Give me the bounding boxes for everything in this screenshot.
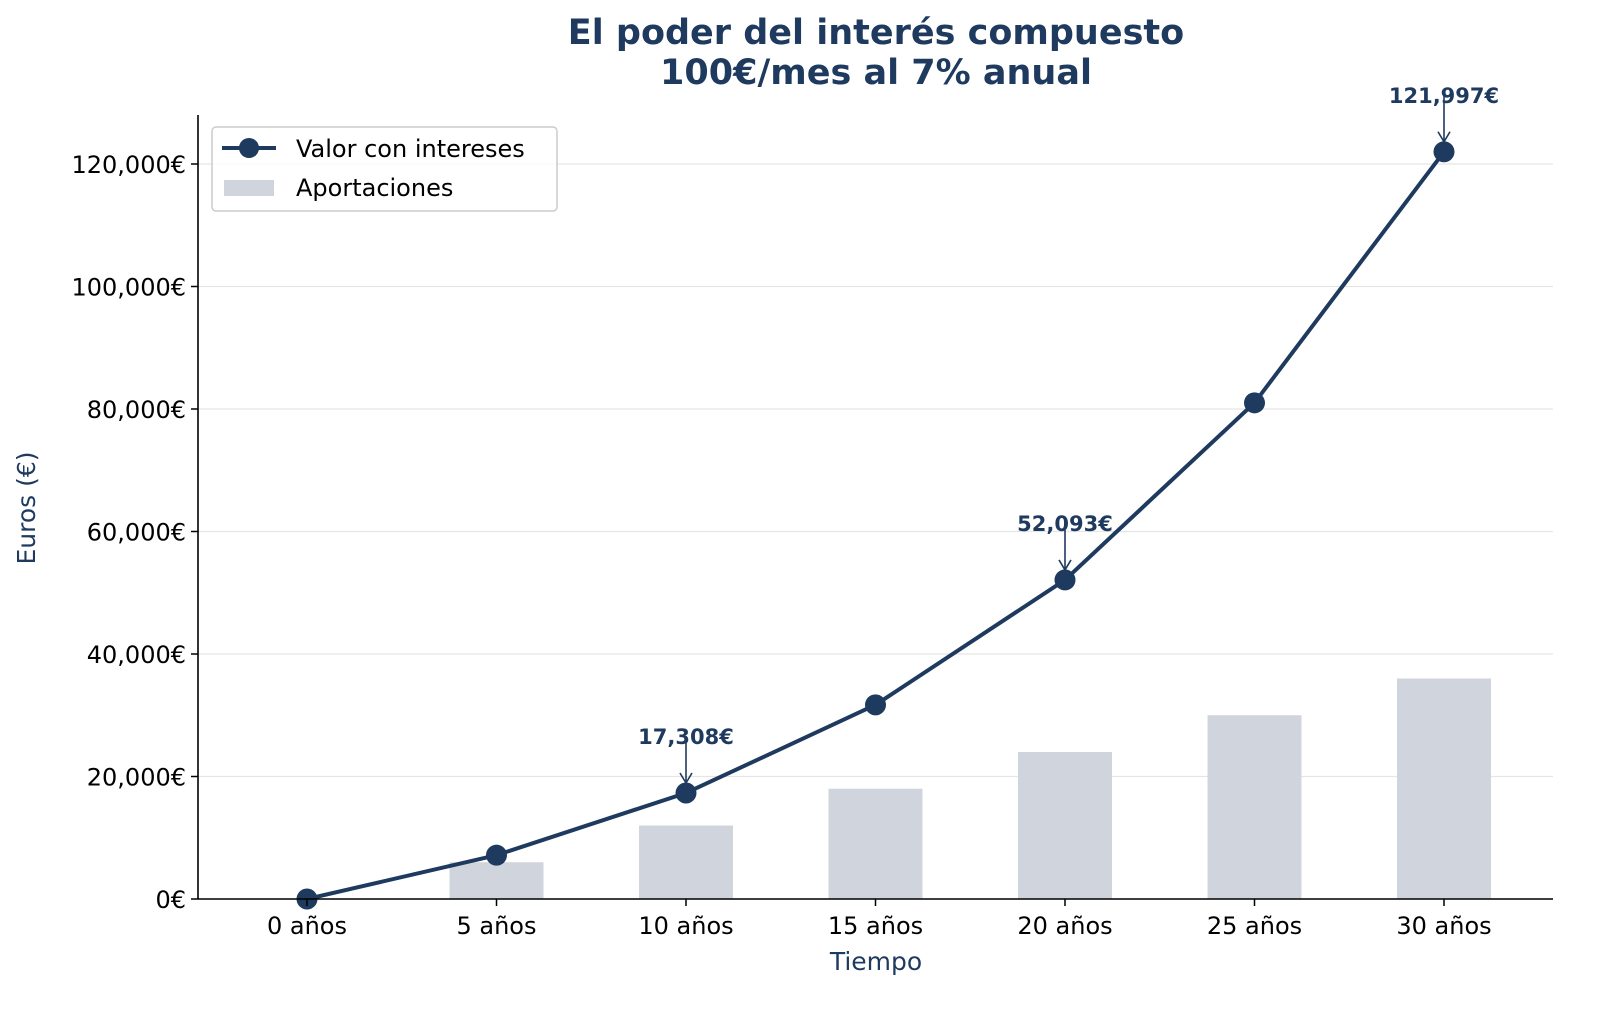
- x-tick-label: 10 años: [638, 912, 733, 940]
- x-tick-label: 0 años: [267, 912, 347, 940]
- annotation-arrowhead: [679, 772, 693, 785]
- annotation-label: 17,308€: [638, 725, 734, 749]
- annotation-arrowhead: [1437, 131, 1451, 144]
- bar-aportaciones: [449, 862, 544, 899]
- marker-valor-con-intereses: [1433, 141, 1455, 163]
- y-tick-label: 40,000€: [87, 641, 186, 669]
- legend-frame: [211, 126, 558, 212]
- annotation-label: 121,997€: [1389, 84, 1499, 108]
- x-tick-label: 30 años: [1396, 912, 1491, 940]
- legend-label-aportaciones: Aportaciones: [296, 174, 453, 202]
- marker-valor-con-intereses: [1054, 569, 1076, 591]
- legend-label-valor: Valor con intereses: [296, 135, 525, 163]
- marker-valor-con-intereses: [1244, 392, 1265, 414]
- bar-aportaciones: [828, 788, 923, 899]
- bar-aportaciones: [1397, 678, 1491, 899]
- y-tick-label: 100,000€: [71, 274, 186, 302]
- legend: Valor con intereses Aportaciones: [211, 126, 558, 212]
- y-tick-label: 20,000€: [87, 764, 186, 792]
- annotation-label: 52,093€: [1017, 512, 1113, 536]
- x-tick-label: 25 años: [1207, 912, 1302, 940]
- x-axis-label: Tiempo: [829, 947, 922, 976]
- x-tick-label: 15 años: [828, 912, 923, 940]
- chart-title-line1: El poder del interés compuesto: [568, 13, 1184, 53]
- marker-valor-con-intereses: [486, 844, 507, 866]
- annotation-arrowhead: [1058, 559, 1072, 572]
- y-tick-label: 0€: [155, 886, 186, 914]
- legend-marker-swatch: [239, 138, 259, 158]
- marker-valor-con-intereses: [865, 694, 886, 716]
- bar-aportaciones: [1018, 752, 1112, 899]
- y-axis-label: Euros (€): [12, 451, 41, 564]
- x-tick-label: 5 años: [456, 912, 536, 940]
- chart-title-line2: 100€/mes al 7% anual: [660, 53, 1092, 93]
- legend-bar-swatch: [224, 180, 274, 196]
- y-tick-label: 80,000€: [87, 396, 186, 424]
- x-tick-label: 20 años: [1017, 912, 1112, 940]
- y-tick-label: 120,000€: [71, 151, 186, 179]
- marker-valor-con-intereses: [675, 782, 697, 804]
- bar-aportaciones: [1207, 715, 1302, 899]
- y-tick-label: 60,000€: [87, 519, 186, 547]
- bar-aportaciones: [639, 825, 733, 899]
